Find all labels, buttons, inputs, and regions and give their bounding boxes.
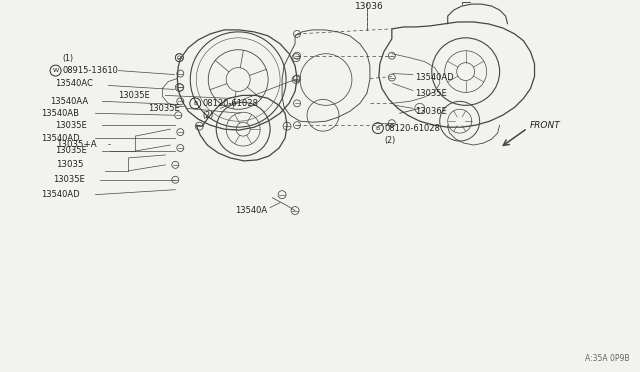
- Text: 13540AD: 13540AD: [40, 190, 79, 199]
- Text: 13035E: 13035E: [118, 91, 150, 100]
- Text: 13540AB: 13540AB: [40, 109, 79, 118]
- Text: B: B: [193, 101, 197, 106]
- Text: A:35A 0P9B: A:35A 0P9B: [585, 355, 629, 363]
- Text: 13035E: 13035E: [56, 121, 87, 130]
- Text: 13035E: 13035E: [148, 104, 180, 113]
- Text: 13540AA: 13540AA: [51, 97, 89, 106]
- Text: (2): (2): [202, 111, 214, 120]
- Text: 13035: 13035: [56, 160, 83, 169]
- Text: 13035E: 13035E: [415, 89, 447, 98]
- Text: 08120-61028: 08120-61028: [385, 124, 441, 133]
- Text: W: W: [52, 68, 59, 73]
- Text: 13540AD: 13540AD: [40, 134, 79, 142]
- Text: 08120-61028: 08120-61028: [202, 99, 258, 108]
- Text: 13540AC: 13540AC: [56, 79, 93, 88]
- Text: FRONT: FRONT: [529, 121, 560, 130]
- Text: 13035+A: 13035+A: [56, 140, 96, 148]
- Text: 13036: 13036: [355, 1, 383, 10]
- Text: (1): (1): [63, 54, 74, 63]
- Text: (2): (2): [385, 135, 396, 145]
- Text: 13035E: 13035E: [54, 175, 85, 184]
- Text: 08915-13610: 08915-13610: [63, 66, 118, 75]
- Text: 13540AD: 13540AD: [415, 73, 453, 82]
- Text: 13035E: 13035E: [56, 147, 87, 155]
- Text: B: B: [376, 126, 380, 131]
- Text: 13036E: 13036E: [415, 107, 447, 116]
- Text: 13540A: 13540A: [235, 206, 268, 215]
